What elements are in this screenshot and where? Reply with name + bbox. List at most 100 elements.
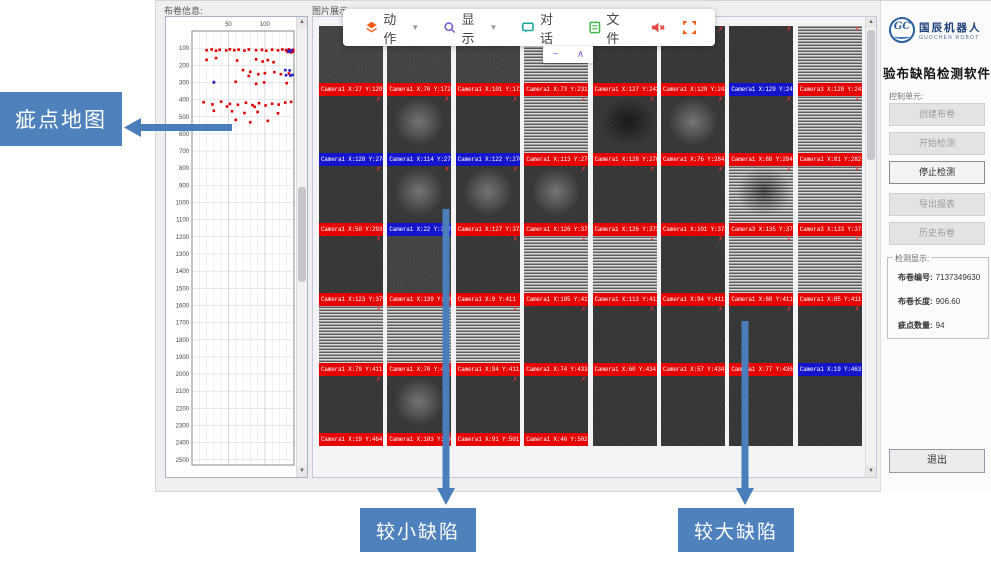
defect-marker-icon: ✗ bbox=[375, 307, 381, 313]
camera-tile[interactable] bbox=[797, 376, 862, 446]
defect-marker-icon: ✗ bbox=[649, 307, 655, 313]
camera-tile[interactable]: ✗ Camera1 X:94 Y:411 bbox=[455, 306, 520, 376]
camera-tile[interactable]: ✗ Camera1 X:103 Y:501 bbox=[387, 376, 452, 446]
camera-tile[interactable]: ✗ Camera1 X:126 Y:373 bbox=[524, 166, 589, 236]
fabric-image bbox=[455, 376, 520, 433]
svg-text:50: 50 bbox=[225, 22, 232, 28]
defect-marker-icon: ✗ bbox=[854, 237, 860, 243]
camera-tile[interactable]: ✗ Camera3 X:135 Y:371 bbox=[729, 166, 794, 236]
stop-detect-button[interactable]: 停止检测 bbox=[889, 161, 985, 184]
scroll-down-icon[interactable]: ▼ bbox=[866, 466, 876, 477]
fabric-image bbox=[797, 26, 862, 83]
camera-tile[interactable]: ✗ Camera1 X:129 Y:242 bbox=[729, 26, 794, 96]
grid-scrollbar[interactable]: ▲ ▼ bbox=[865, 17, 876, 477]
camera-tile[interactable]: ✗ Camera1 X:91 Y:501 bbox=[455, 376, 520, 446]
scroll-up-icon[interactable]: ▲ bbox=[297, 17, 307, 28]
camera-coordinate-label: Camera1 X:126 Y:373 bbox=[592, 223, 657, 236]
camera-tile[interactable]: ✗ Camera1 X:74 Y:433 bbox=[524, 306, 589, 376]
camera-tile[interactable]: ✗ Camera1 X:101 Y:373 bbox=[661, 166, 725, 236]
scrollbar-thumb[interactable] bbox=[298, 187, 306, 282]
fabric-image bbox=[661, 166, 725, 223]
svg-text:2100: 2100 bbox=[176, 389, 190, 395]
export-report-button[interactable]: 导出报表 bbox=[889, 193, 985, 216]
camera-tile[interactable]: ✗ Camera1 X:88 Y:411 bbox=[729, 236, 794, 306]
dialog-button[interactable]: 对话 bbox=[513, 9, 571, 46]
svg-text:1200: 1200 bbox=[176, 235, 190, 241]
exit-button[interactable]: 退出 bbox=[889, 449, 985, 473]
camera-tile[interactable]: ✗ Camera1 X:105 Y:411 bbox=[524, 236, 589, 306]
defect-marker-icon: ✗ bbox=[375, 167, 381, 173]
camera-tile[interactable]: ✗ Camera1 X:70 Y:411 bbox=[387, 306, 452, 376]
start-detect-button[interactable]: 开始检测 bbox=[889, 132, 985, 155]
camera-tile[interactable] bbox=[592, 376, 657, 446]
camera-coordinate-label: Camera1 X:85 Y:411 bbox=[797, 293, 862, 306]
camera-tile[interactable] bbox=[661, 376, 725, 446]
scrollbar-thumb[interactable] bbox=[867, 30, 875, 160]
small-defect-mark bbox=[524, 166, 589, 223]
camera-tile[interactable]: ✗ Camera1 X:126 Y:373 bbox=[592, 166, 657, 236]
app-window: 布卷信息: 100 200 300 400 500 600 700 800 900 1000 110… bbox=[155, 0, 991, 493]
camera-tile[interactable]: ✗ Camera1 X:46 Y:502 bbox=[524, 376, 589, 446]
right-sidebar: GC 国辰机器人 GUOCHEN ROBOT 验布缺陷检测软件 控制单元: 创建… bbox=[880, 1, 991, 493]
history-roll-button[interactable]: 历史布卷 bbox=[889, 222, 985, 245]
svg-text:2300: 2300 bbox=[176, 424, 190, 430]
small-defect-annotation: 较小缺陷 bbox=[360, 508, 476, 552]
fabric-image bbox=[387, 236, 452, 293]
scroll-down-icon[interactable]: ▼ bbox=[297, 466, 307, 477]
display-menu[interactable]: 显示 ▼ bbox=[435, 9, 505, 46]
camera-tile[interactable]: ✗ Camera1 X:81 Y:282 bbox=[797, 96, 862, 166]
camera-tile[interactable]: ✗ Camera1 X:88 Y:284 bbox=[729, 96, 794, 166]
defect-marker-icon: ✗ bbox=[786, 97, 792, 103]
camera-coordinate-label: Camera1 X:128 Y:278 bbox=[592, 153, 657, 166]
camera-coordinate-label: Camera1 X:88 Y:411 bbox=[729, 293, 794, 306]
fullscreen-button[interactable] bbox=[678, 9, 701, 46]
collapse-button[interactable]: ∧ bbox=[576, 49, 585, 60]
camera-tile[interactable]: ✗ Camera1 X:113 Y:411 bbox=[592, 236, 657, 306]
create-roll-button[interactable]: 创建布卷 bbox=[889, 103, 985, 126]
camera-coordinate-label: Camera1 X:103 Y:501 bbox=[387, 433, 452, 446]
camera-tile[interactable]: ✗ Camera1 X:114 Y:276 bbox=[387, 96, 452, 166]
fabric-image bbox=[455, 236, 520, 293]
fabric-image bbox=[592, 96, 657, 153]
camera-tile[interactable]: ✗ Camera1 X:128 Y:276 bbox=[319, 96, 383, 166]
camera-coordinate-label: Camera1 X:113 Y:276 bbox=[524, 153, 589, 166]
fabric-image bbox=[729, 96, 794, 153]
camera-tile[interactable]: ✗ Camera3 X:133 Y:371 bbox=[797, 166, 862, 236]
defect-marker-icon: ✗ bbox=[581, 97, 587, 103]
camera-tile[interactable]: ✗ Camera1 X:60 Y:434 bbox=[592, 306, 657, 376]
camera-tile[interactable]: ✗ Camera1 X:123 Y:375 bbox=[319, 236, 383, 306]
camera-tile[interactable]: ✗ Camera1 X:94 Y:411 bbox=[661, 236, 725, 306]
camera-tile[interactable]: ✗ Camera1 X:79 Y:411 bbox=[319, 306, 383, 376]
action-menu[interactable]: 动作 ▼ bbox=[357, 9, 427, 46]
defect-marker-icon: ✗ bbox=[717, 97, 723, 103]
muted-speaker-icon bbox=[651, 22, 665, 33]
camera-tile[interactable]: ✗ Camera1 X:77 Y:436 bbox=[729, 306, 794, 376]
toolbar-mini-popup: − ∧ bbox=[543, 46, 593, 63]
camera-tile[interactable]: ✗ Camera1 X:19 Y:464 bbox=[319, 376, 383, 446]
camera-tile[interactable]: ✗ Camera1 X:22 Y:372 bbox=[387, 166, 452, 236]
camera-tile[interactable]: ✗ Camera1 X:19 Y:463 bbox=[797, 306, 862, 376]
camera-tile[interactable]: ✗ Camera1 X:122 Y:276 bbox=[455, 96, 520, 166]
scroll-up-icon[interactable]: ▲ bbox=[866, 17, 876, 28]
defect-marker-icon: ✗ bbox=[649, 97, 655, 103]
camera-tile[interactable] bbox=[729, 376, 794, 446]
camera-tile[interactable]: ✗ Camera1 X:85 Y:411 bbox=[797, 236, 862, 306]
svg-text:2500: 2500 bbox=[176, 458, 190, 464]
camera-tile[interactable]: ✗ Camera1 X:139 Y:405 bbox=[387, 236, 452, 306]
camera-tile[interactable]: ✗ Camera1 X:113 Y:276 bbox=[524, 96, 589, 166]
camera-tile[interactable]: ✗ Camera3 X:128 Y:242 bbox=[797, 26, 862, 96]
camera-tile[interactable]: ✗ Camera1 X:50 Y:293 bbox=[319, 166, 383, 236]
defect-map-scrollbar[interactable]: ▲ ▼ bbox=[296, 17, 307, 477]
camera-tile[interactable]: ✗ Camera1 X:57 Y:434 bbox=[661, 306, 725, 376]
camera-tile[interactable]: ✗ Camera1 X:9 Y:411 bbox=[455, 236, 520, 306]
display-menu-label: 显示 bbox=[461, 11, 475, 46]
camera-tile[interactable]: ✗ Camera1 X:76 Y:284 bbox=[661, 96, 725, 166]
mute-button[interactable] bbox=[646, 9, 670, 46]
camera-tile[interactable]: ✗ Camera1 X:128 Y:278 bbox=[592, 96, 657, 166]
file-button[interactable]: 文件 bbox=[580, 9, 638, 46]
camera-coordinate-label: Camera1 X:19 Y:463 bbox=[797, 363, 862, 376]
camera-coordinate-label: Camera1 X:126 Y:373 bbox=[524, 223, 589, 236]
camera-tile[interactable]: ✗ Camera1 X:127 Y:373 bbox=[455, 166, 520, 236]
fabric-image bbox=[524, 236, 589, 293]
minimize-button[interactable]: − bbox=[552, 49, 559, 60]
